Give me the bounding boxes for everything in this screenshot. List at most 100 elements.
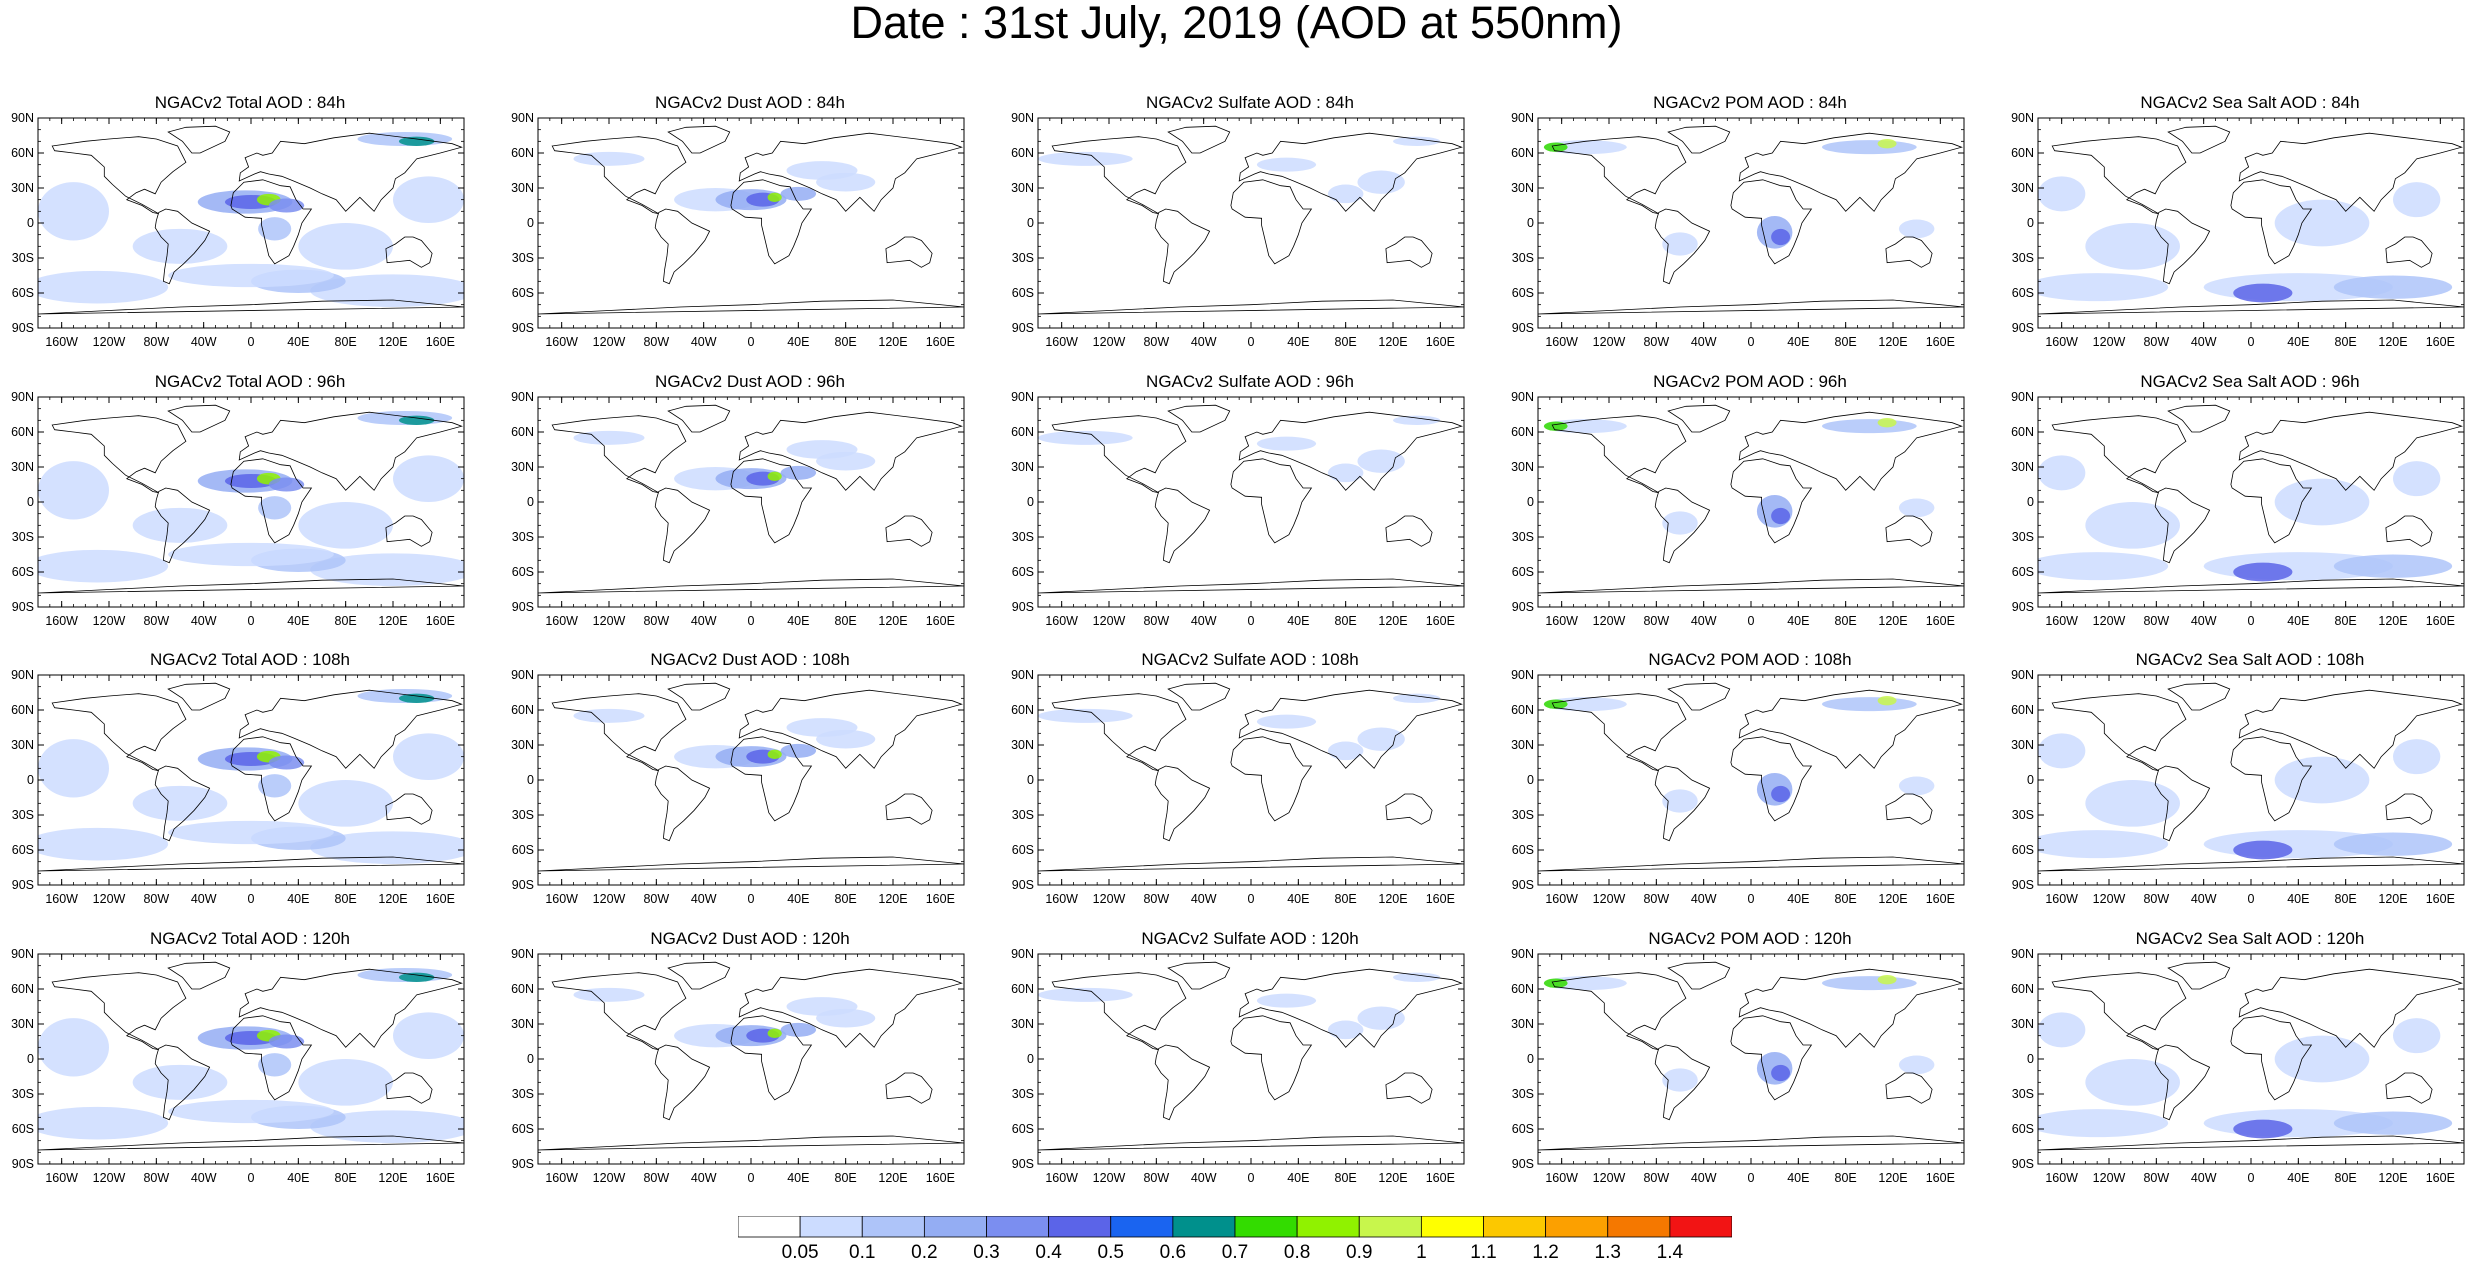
- aod-contour: [2233, 283, 2293, 303]
- lat-tick-label: 0: [1527, 495, 1534, 509]
- aod-contour: [393, 1012, 464, 1059]
- aod-contour: [2085, 780, 2180, 827]
- aod-contour: [1771, 228, 1791, 246]
- lon-tick-label: 80E: [1835, 335, 1857, 349]
- coastline: [738, 132, 963, 212]
- aod-contour: [398, 972, 435, 982]
- coastline: [238, 132, 463, 212]
- lon-tick-label: 40E: [787, 1171, 809, 1185]
- lon-tick-label: 120W: [593, 892, 626, 906]
- aod-contour: [1662, 232, 1698, 256]
- lon-tick-label: 80E: [1335, 892, 1357, 906]
- map-panel: NGACv2 Sulfate AOD : 84h 90N 60N 30N 0 30S 60S…: [1000, 93, 1465, 353]
- lat-tick-label: 30N: [1011, 1017, 1034, 1031]
- lat-tick-label: 60N: [11, 982, 34, 996]
- lon-tick-label: 40W: [1191, 614, 1217, 628]
- aod-contour: [132, 1064, 228, 1100]
- lon-tick-label: 120W: [1593, 614, 1626, 628]
- lat-tick-label: 30S: [12, 251, 34, 265]
- lon-tick-label: 80W: [1643, 892, 1669, 906]
- aod-contour: [132, 228, 228, 264]
- lat-tick-label: 90N: [2011, 111, 2034, 125]
- coastline: [2238, 411, 2463, 491]
- lat-tick-label: 60S: [2012, 843, 2034, 857]
- lat-tick-label: 60N: [1511, 982, 1534, 996]
- panel-title: NGACv2 POM AOD : 84h: [1653, 93, 1847, 112]
- lat-tick-label: 30N: [1511, 738, 1534, 752]
- aod-contour: [398, 693, 435, 703]
- aod-contour: [1327, 463, 1364, 483]
- lon-tick-label: 0: [248, 614, 255, 628]
- lon-tick-label: 40E: [1287, 892, 1309, 906]
- aod-contour: [1256, 993, 1317, 1008]
- lon-tick-label: 40E: [787, 614, 809, 628]
- colorbar-label: 0.1: [849, 1242, 875, 1261]
- aod-contour: [1822, 140, 1917, 155]
- coastline: [885, 793, 933, 825]
- coastline: [1730, 458, 1813, 544]
- lon-tick-label: 120W: [593, 614, 626, 628]
- aod-contour: [268, 1034, 305, 1049]
- lon-tick-label: 120W: [93, 335, 126, 349]
- aod-contour: [310, 831, 464, 864]
- coastline: [1551, 972, 1687, 1051]
- colorbar: 0.05 0.1 0.2 0.3 0.4 0.5 0.6 0.7 0.8 0.9 1 1.1 1.2 1.…: [738, 1216, 1732, 1261]
- coastline: [1667, 682, 1731, 711]
- lon-tick-label: 80W: [143, 892, 169, 906]
- lon-tick-label: 40W: [1691, 892, 1717, 906]
- panel-title: NGACv2 POM AOD : 96h: [1653, 372, 1847, 391]
- aod-contour: [1877, 139, 1897, 149]
- lon-tick-label: 0: [2248, 1171, 2255, 1185]
- aod-map: 90N 60N 30N 0 30S 60S 90S 160W 120W 80W 40W 0 40E 80E…: [511, 111, 965, 349]
- lon-tick-label: 120W: [1093, 1171, 1126, 1185]
- coastline: [167, 961, 231, 990]
- coastline: [38, 1135, 464, 1151]
- lon-tick-label: 40W: [191, 1171, 217, 1185]
- lon-tick-label: 160E: [1926, 1171, 1955, 1185]
- aod-map: 90N 60N 30N 0 30S 60S 90S 160W 120W 80W 40W 0 40E 80E…: [1511, 668, 1965, 906]
- lon-tick-label: 80E: [335, 335, 357, 349]
- lat-tick-label: 90S: [2012, 600, 2034, 614]
- map-panel: NGACv2 Dust AOD : 108h 90N 60N 30N 0 30S 60S 90…: [500, 650, 965, 910]
- aod-contour: [1543, 419, 1627, 434]
- map-panel: NGACv2 Sea Salt AOD : 84h 90N 60N 30N 0 30S 60…: [2000, 93, 2465, 353]
- lon-tick-label: 40W: [191, 335, 217, 349]
- aod-contour: [2274, 199, 2370, 247]
- lat-tick-label: 30S: [1012, 808, 1034, 822]
- aod-map: 90N 60N 30N 0 30S 60S 90S 160W 120W 80W 40W 0 40E 80E…: [511, 390, 965, 628]
- aod-contour: [2274, 1035, 2370, 1083]
- map-panel: NGACv2 Total AOD : 120h 90N 60N 30N 0 30S 60S 9…: [0, 929, 465, 1189]
- aod-map: 90N 60N 30N 0 30S 60S 90S 160W 120W 80W 40W 0 40E 80E…: [11, 947, 465, 1185]
- coastline: [2038, 299, 2464, 315]
- lon-tick-label: 160E: [1926, 892, 1955, 906]
- lat-tick-label: 60S: [1512, 843, 1534, 857]
- aod-contour: [38, 827, 169, 861]
- lat-tick-label: 30N: [1011, 181, 1034, 195]
- colorbar-swatch: [986, 1216, 1050, 1238]
- coastline: [1885, 1072, 1933, 1104]
- colorbar-swatch: [799, 1216, 863, 1238]
- coastline: [1230, 736, 1313, 822]
- coastline: [154, 1044, 211, 1121]
- coastline: [2038, 578, 2464, 594]
- coastline: [2230, 458, 2313, 544]
- coastline: [385, 1072, 433, 1104]
- aod-contour: [1543, 976, 1627, 991]
- lon-tick-label: 80E: [2335, 892, 2357, 906]
- aod-contour: [2393, 739, 2441, 775]
- aod-contour: [38, 182, 109, 241]
- aod-contour: [786, 161, 858, 180]
- lat-tick-label: 0: [2027, 1052, 2034, 1066]
- coastline: [2038, 1135, 2464, 1151]
- lat-tick-label: 60S: [1012, 843, 1034, 857]
- colorbar-swatch: [1048, 1216, 1112, 1238]
- lat-tick-label: 60S: [512, 565, 534, 579]
- lon-tick-label: 160E: [1926, 335, 1955, 349]
- coastline: [538, 578, 964, 594]
- aod-contour: [168, 820, 334, 845]
- coastline: [1654, 487, 1711, 564]
- coastline: [2167, 961, 2231, 990]
- aod-contour: [1357, 1006, 1405, 1030]
- lat-tick-label: 0: [1027, 773, 1034, 787]
- lon-tick-label: 80W: [143, 1171, 169, 1185]
